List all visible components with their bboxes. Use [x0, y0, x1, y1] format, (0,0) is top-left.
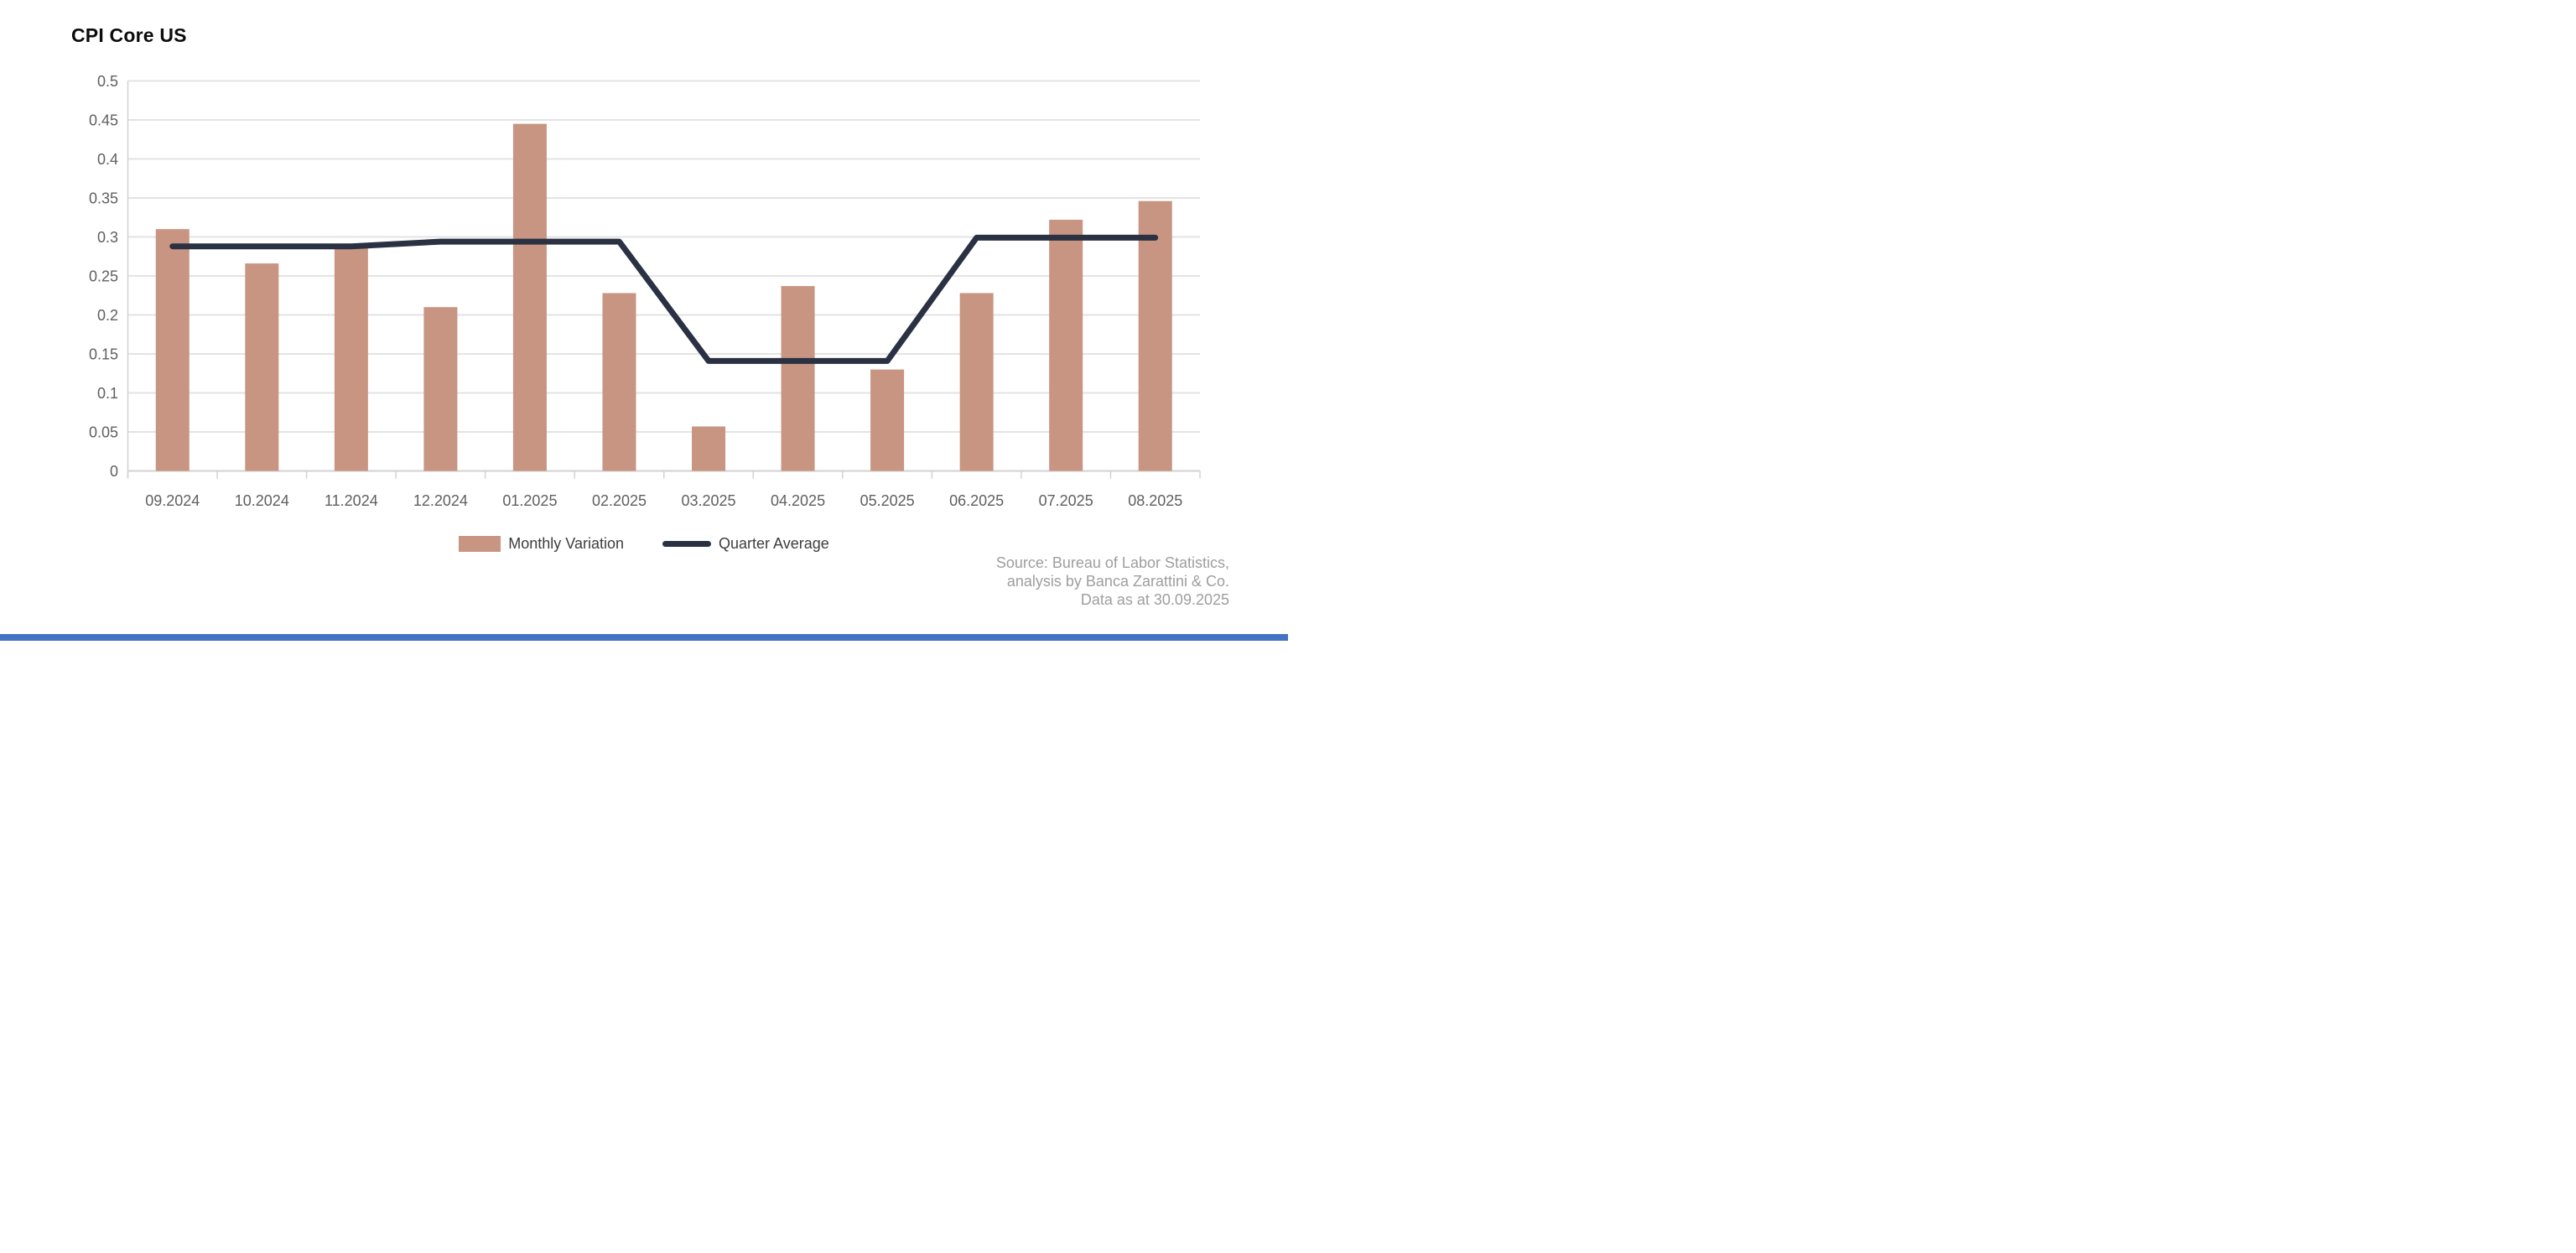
y-axis-label: 0.3 — [97, 229, 118, 246]
legend-label-quarter-average: Quarter Average — [718, 535, 829, 552]
x-axis-label: 03.2025 — [681, 492, 735, 509]
chart-legend: Monthly Variation Quarter Average — [0, 535, 1288, 553]
bar-03.2025 — [692, 426, 726, 471]
x-axis-tick-labels: 09.2024 10.2024 11.2024 12.2024 01.2025 02.20… — [145, 492, 1182, 509]
y-axis-label: 0.05 — [89, 424, 118, 440]
report-page: CPI Core US 0 0.05 0.1 0.15 0.2 0.25 0.3 0.35 0.… — [0, 0, 1288, 641]
y-axis-label: 0 — [110, 463, 118, 480]
y-axis-label: 0.4 — [97, 151, 118, 168]
y-axis-label: 0.5 — [97, 73, 118, 90]
y-axis-label: 0.15 — [89, 346, 118, 362]
bar-06.2025 — [959, 293, 994, 471]
x-axis-label: 07.2025 — [1039, 492, 1093, 509]
bar-07.2025 — [1049, 220, 1083, 471]
monthly-variation-bars — [155, 123, 1172, 471]
bar-01.2025 — [512, 123, 547, 471]
x-axis-label: 05.2025 — [860, 492, 915, 509]
bar-09.2024 — [155, 229, 190, 471]
x-axis-label: 01.2025 — [502, 492, 557, 509]
y-axis-tick-labels: 0 0.05 0.1 0.15 0.2 0.25 0.3 0.35 0.4 0.45 0.5 — [89, 73, 118, 480]
bar-05.2025 — [870, 369, 905, 471]
y-axis-label: 0.1 — [97, 385, 118, 402]
y-axis-label: 0.25 — [89, 268, 118, 284]
bar-11.2024 — [334, 246, 368, 471]
bar-08.2025 — [1138, 200, 1172, 471]
x-axis-label: 12.2024 — [413, 492, 468, 509]
x-axis-label: 04.2025 — [771, 492, 825, 509]
y-axis-label: 0.2 — [97, 307, 118, 324]
x-axis-label: 09.2024 — [145, 492, 200, 509]
legend-item-monthly-variation: Monthly Variation — [459, 535, 624, 553]
quarter-average-line — [169, 234, 1159, 364]
x-axis-ticks — [127, 471, 1201, 479]
gridlines — [127, 80, 1200, 472]
y-axis-label: 0.35 — [89, 190, 118, 206]
x-axis-label: 11.2024 — [325, 492, 378, 509]
chart-title: CPI Core US — [71, 24, 187, 46]
footer-accent-bar — [0, 634, 1288, 641]
quarter-average-swatch-icon — [662, 541, 711, 547]
y-axis-label: 0.45 — [89, 112, 118, 128]
x-axis-label: 10.2024 — [235, 492, 289, 509]
x-axis-label: 02.2025 — [592, 492, 647, 509]
bar-10.2024 — [245, 263, 279, 471]
bar-02.2025 — [602, 293, 636, 471]
source-note: Source: Bureau of Labor Statistics, anal… — [996, 554, 1229, 609]
x-axis-label: 08.2025 — [1128, 492, 1182, 509]
bar-12.2024 — [423, 307, 458, 471]
source-line-3: Data as at 30.09.2025 — [1080, 591, 1229, 608]
monthly-variation-swatch-icon — [459, 536, 501, 552]
cpi-core-us-chart: 0 0.05 0.1 0.15 0.2 0.25 0.3 0.35 0.4 0.45 0.5 09.2… — [89, 73, 1201, 509]
legend-item-quarter-average: Quarter Average — [662, 535, 829, 553]
source-line-1: Source: Bureau of Labor Statistics, — [995, 554, 1229, 571]
source-line-2: analysis by Banca Zarattini & Co. — [1006, 573, 1229, 590]
bar-04.2025 — [781, 286, 815, 471]
x-axis-label: 06.2025 — [949, 492, 1004, 509]
legend-label-monthly-variation: Monthly Variation — [508, 535, 624, 552]
